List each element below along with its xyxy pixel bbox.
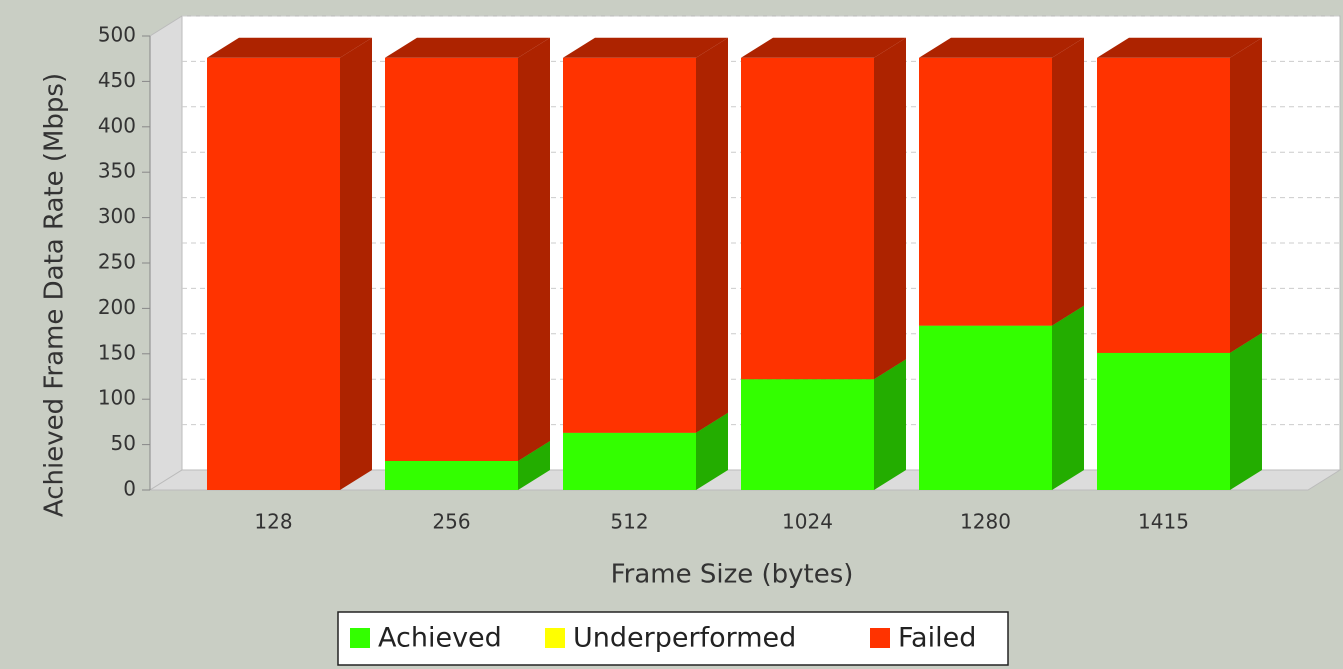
bar: [385, 57, 518, 461]
legend-items: Achieved Underperformed Failed: [350, 623, 976, 654]
bar: [741, 379, 874, 490]
side-wall: [149, 15, 183, 491]
y-tick-label: 100: [98, 386, 136, 410]
bar-side: [874, 359, 906, 490]
legend-swatch: [350, 628, 370, 648]
legend-label: Achieved: [378, 623, 502, 654]
legend-swatch: [545, 628, 565, 648]
legend-swatch: [870, 628, 890, 648]
y-tick-label: 350: [98, 159, 136, 183]
legend: [337, 611, 1009, 666]
y-tick-label: 450: [98, 68, 136, 92]
bar-side: [340, 37, 372, 491]
bar: [919, 325, 1052, 490]
y-tick-label: 50: [111, 431, 136, 455]
y-tick-label: 0: [123, 477, 136, 501]
bar-top: [207, 37, 372, 58]
bar: [385, 460, 518, 490]
bar: [1097, 352, 1230, 490]
bar-top: [741, 37, 906, 58]
bar-side: [696, 37, 728, 433]
bar-top: [563, 37, 728, 58]
x-axis-title: Frame Size (bytes): [611, 560, 854, 590]
bar-side: [518, 37, 550, 461]
bar: [563, 432, 696, 490]
x-tick-label: 1280: [960, 510, 1011, 534]
bar-top: [385, 37, 550, 58]
y-tick-label: 150: [98, 340, 136, 364]
y-axis-title: Achieved Frame Data Rate (Mbps): [40, 73, 70, 517]
x-tick-label: 512: [610, 510, 648, 534]
y-tick-label: 400: [98, 113, 136, 137]
bar-side: [1230, 332, 1262, 490]
x-tick-label: 1415: [1138, 510, 1189, 534]
bar-side: [1052, 305, 1084, 490]
x-tick-label: 128: [254, 510, 292, 534]
legend-label: Failed: [898, 623, 976, 654]
legend-label: Underperformed: [573, 623, 796, 654]
bar: [207, 57, 340, 491]
bar-side: [1052, 37, 1084, 326]
bars: [207, 37, 1262, 491]
y-tick-label: 250: [98, 250, 136, 274]
bar-side: [518, 440, 550, 490]
bar-top: [1097, 37, 1262, 58]
x-tick-label: 1024: [782, 510, 833, 534]
y-tick-label: 200: [98, 295, 136, 319]
bar-side: [1230, 37, 1262, 353]
bar: [741, 57, 874, 380]
bar: [919, 57, 1052, 326]
bar: [563, 57, 696, 433]
bar-top: [919, 37, 1084, 58]
bar: [1097, 57, 1230, 353]
y-tick-label: 300: [98, 204, 136, 228]
bar-side: [874, 37, 906, 380]
x-tick-label: 256: [432, 510, 470, 534]
bar-side: [696, 412, 728, 490]
y-tick-label: 500: [98, 23, 136, 47]
